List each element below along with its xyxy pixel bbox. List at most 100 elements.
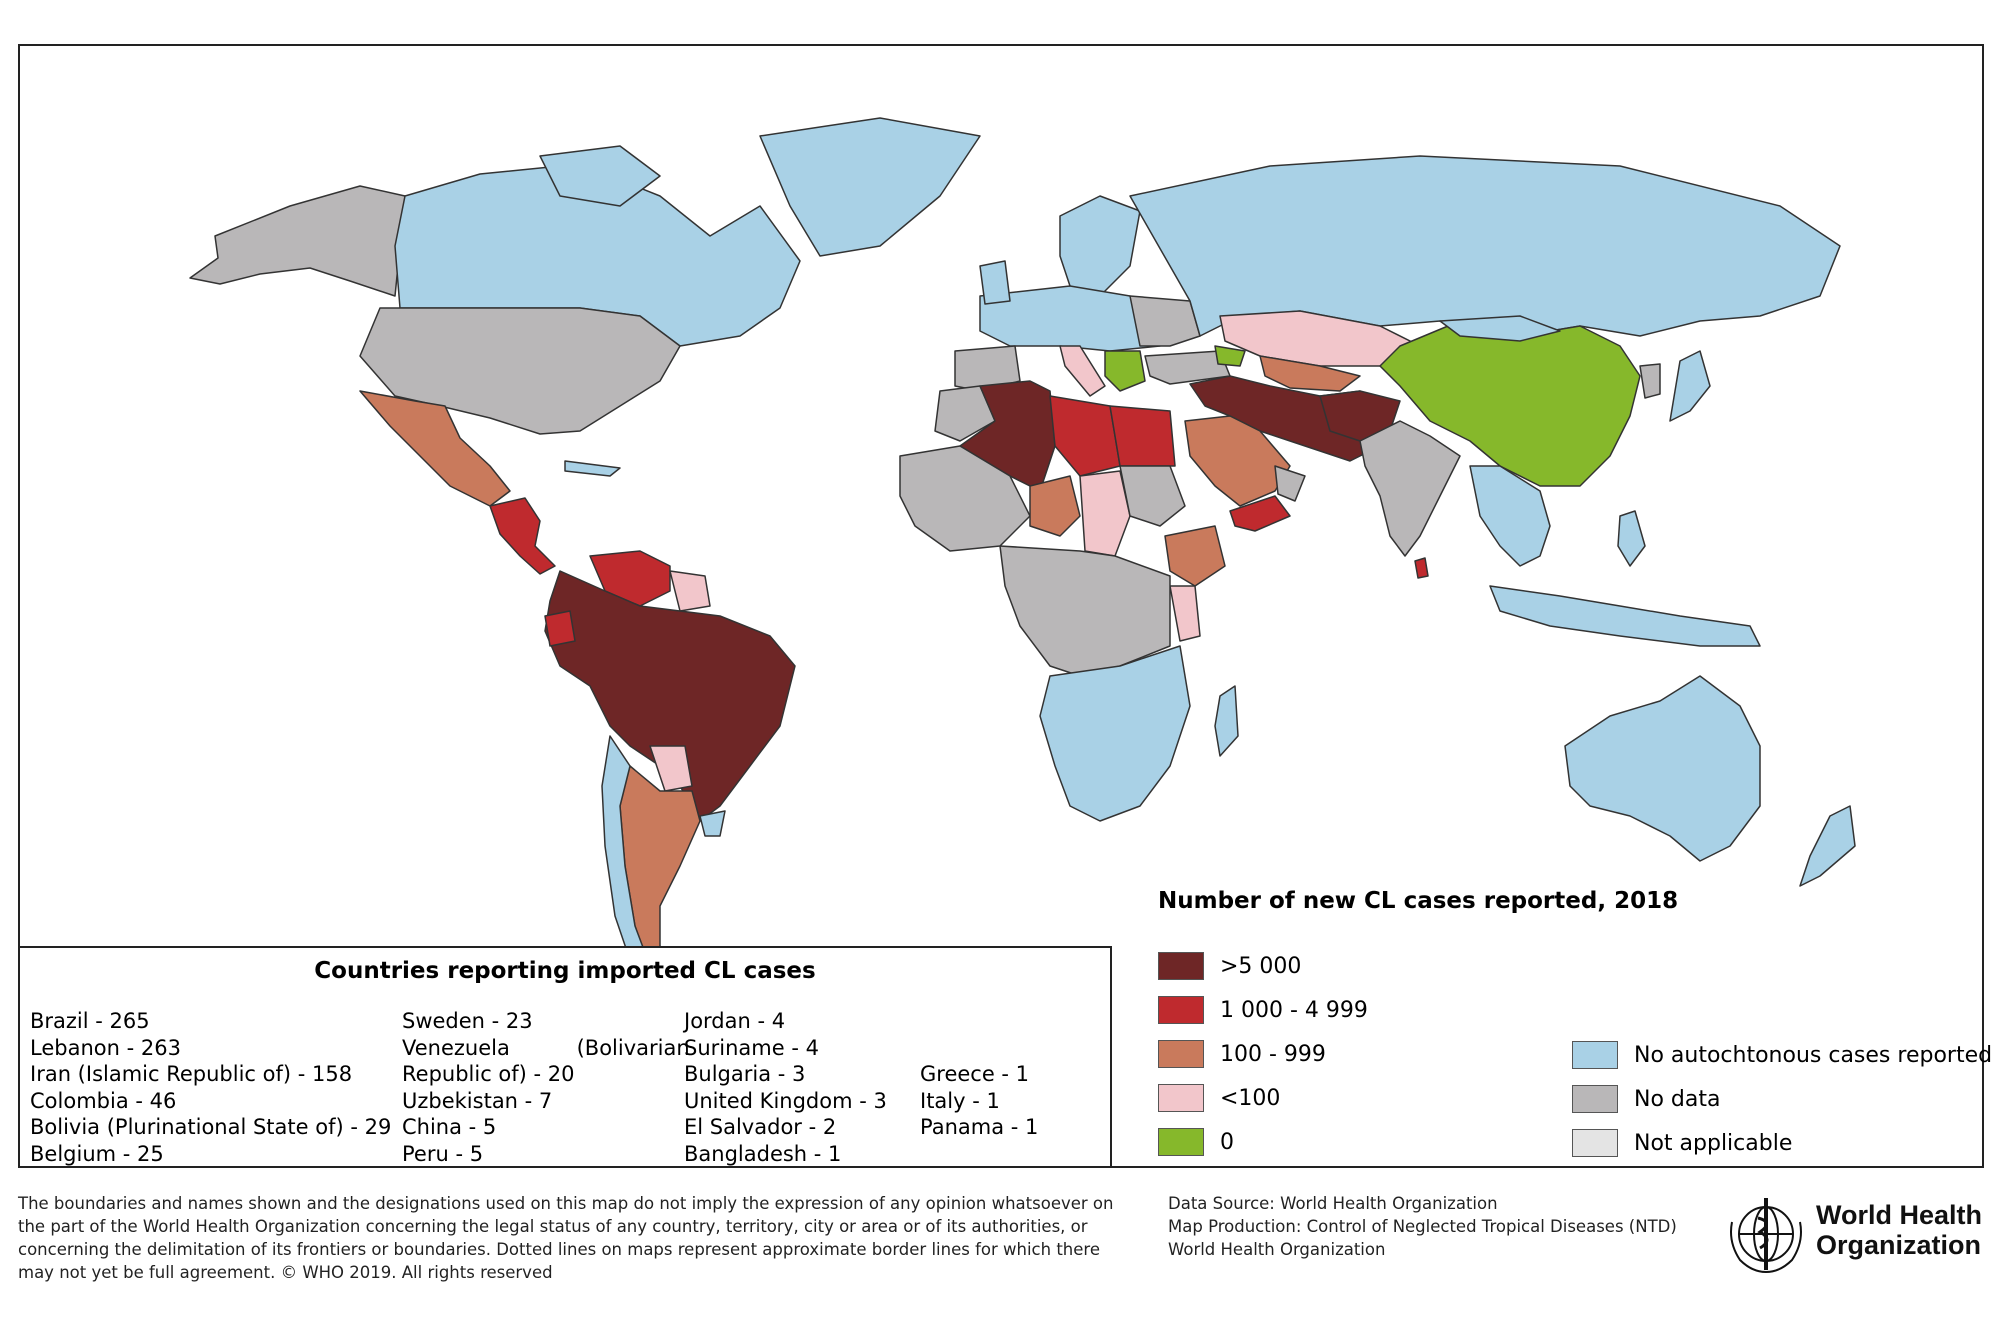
legend-title: Number of new CL cases reported, 2018 [1158, 888, 1679, 914]
region-sudan [1079, 470, 1131, 557]
legend-label: 100 - 999 [1220, 1041, 1326, 1067]
who-name-line-2: Organization [1816, 1230, 1982, 1260]
region-caribbean [564, 460, 621, 477]
region-uk [979, 260, 1011, 305]
legend-item: >5 000 [1158, 952, 1301, 980]
imported-case-entry: United Kingdom - 3 [684, 1088, 887, 1113]
imported-case-entry: Colombia - 46 [30, 1088, 177, 1113]
region-scandinavia [1059, 195, 1141, 297]
region-new-zealand [1799, 805, 1856, 887]
credit-organization: World Health Organization [1168, 1240, 1386, 1259]
region-kenya [1169, 585, 1201, 642]
legend-swatch [1572, 1129, 1618, 1157]
imported-case-entry: Lebanon - 263 [30, 1035, 181, 1060]
imported-cases-column-3: Jordan - 4 Suriname - 4 Bulgaria - 3 United… [684, 1008, 887, 1167]
region-uruguay [699, 810, 726, 837]
region-usa [359, 307, 681, 435]
legend-swatch [1158, 952, 1204, 980]
legend-label: 1 000 - 4 999 [1220, 997, 1368, 1023]
imported-case-entry: Venezuela (Bolivarian [402, 1035, 690, 1060]
imported-case-entry: Republic of) - 20 [402, 1062, 575, 1086]
who-name: World Health Organization [1816, 1200, 1982, 1260]
imported-case-entry: Uzbekistan - 7 [402, 1088, 553, 1113]
region-turkey [1144, 350, 1231, 385]
region-madagascar [1214, 685, 1239, 757]
region-saudi-arabia [1184, 415, 1291, 507]
region-indonesia [1489, 585, 1761, 647]
region-western-europe [979, 285, 1171, 352]
map-credits: Data Source: World Health Organization M… [1168, 1192, 1677, 1261]
imported-case-entry: Bolivia (Plurinational State of) - 29 [30, 1115, 392, 1139]
region-mexico [359, 390, 511, 507]
imported-case-entry: Bangladesh - 1 [684, 1141, 842, 1166]
credit-map-production: Map Production: Control of Neglected Tro… [1168, 1217, 1677, 1236]
imported-case-entry: Bulgaria - 3 [684, 1062, 806, 1086]
imported-case-entry: Brazil - 265 [30, 1009, 150, 1033]
imported-cases-column-2: Sweden - 23 Venezuela (Bolivarian Republic… [402, 1008, 690, 1167]
region-russia [1129, 155, 1841, 337]
legend-swatch [1158, 1040, 1204, 1068]
region-japan [1669, 350, 1711, 422]
region-libya [1049, 395, 1121, 477]
region-india [1359, 420, 1461, 557]
legend-label: <100 [1220, 1085, 1281, 1111]
who-name-line-1: World Health [1816, 1200, 1983, 1230]
who-emblem-icon [1730, 1198, 1802, 1273]
region-central-asia [1259, 355, 1361, 392]
legend-item: 100 - 999 [1158, 1040, 1326, 1068]
legend-swatch [1158, 996, 1204, 1024]
legend-swatch [1158, 1128, 1204, 1156]
legend-label: No data [1634, 1086, 1721, 1112]
region-caucasus [1214, 345, 1246, 367]
region-alaska [189, 185, 406, 297]
imported-case-entry: Italy - 1 [920, 1088, 1000, 1113]
region-arctic-islands [539, 145, 661, 207]
credit-data-source: Data Source: World Health Organization [1168, 1194, 1498, 1213]
imported-case-entry: China - 5 [402, 1115, 497, 1139]
legend-label: Not applicable [1634, 1130, 1793, 1156]
legend-item: 1 000 - 4 999 [1158, 996, 1368, 1024]
imported-case-entry: Suriname - 4 [684, 1035, 819, 1060]
region-southern-africa [1039, 645, 1191, 822]
map-disclaimer: The boundaries and names shown and the d… [18, 1194, 1114, 1282]
imported-case-entry: Greece - 1 [920, 1062, 1030, 1086]
region-eastern-europe [1129, 295, 1201, 347]
region-central-america [489, 497, 556, 575]
imported-case-entry: Iran (Islamic Republic of) - 158 [30, 1062, 353, 1086]
region-balkans [1104, 350, 1146, 392]
imported-case-entry: Sweden - 23 [402, 1009, 533, 1033]
region-oman [1274, 465, 1306, 502]
imported-case-entry: El Salvador - 2 [684, 1115, 837, 1139]
imported-cases-column-1: Brazil - 265 Lebanon - 263 Iran (Islamic R… [30, 1008, 391, 1167]
legend-swatch [1158, 1084, 1204, 1112]
who-logo: World Health Organization [1724, 1192, 1984, 1276]
imported-case-entry: Panama - 1 [920, 1115, 1039, 1139]
region-guianas [669, 570, 711, 612]
region-greenland [759, 117, 981, 257]
world-map-svg [189, 117, 1856, 969]
legend-item: 0 [1158, 1128, 1234, 1156]
region-paraguay [649, 745, 693, 792]
region-morocco [934, 385, 996, 442]
imported-case-entry: Belgium - 25 [30, 1141, 164, 1166]
region-central-africa [999, 545, 1171, 677]
region-southeast-asia [1469, 465, 1551, 567]
region-egypt [1109, 405, 1176, 467]
region-sri-lanka [1414, 557, 1429, 579]
region-italy [1059, 345, 1106, 397]
region-australia [1564, 675, 1761, 862]
legend-item: No data [1572, 1085, 1720, 1113]
legend-label: No autochtonous cases reported [1634, 1042, 1993, 1068]
region-chad [1119, 465, 1186, 527]
region-ethiopia [1164, 525, 1226, 587]
imported-cases-column-4: Greece - 1 Italy - 1 Panama - 1 [920, 1061, 1038, 1141]
legend-item: No autochtonous cases reported [1572, 1041, 1992, 1069]
legend-item: Not applicable [1572, 1129, 1792, 1157]
region-ecuador [544, 610, 576, 647]
region-yemen [1229, 495, 1291, 532]
region-niger-mali [1029, 475, 1081, 537]
legend-swatch [1572, 1041, 1618, 1069]
region-philippines [1617, 510, 1646, 567]
legend-swatch [1572, 1085, 1618, 1113]
imported-case-entry: Peru - 5 [402, 1141, 484, 1166]
